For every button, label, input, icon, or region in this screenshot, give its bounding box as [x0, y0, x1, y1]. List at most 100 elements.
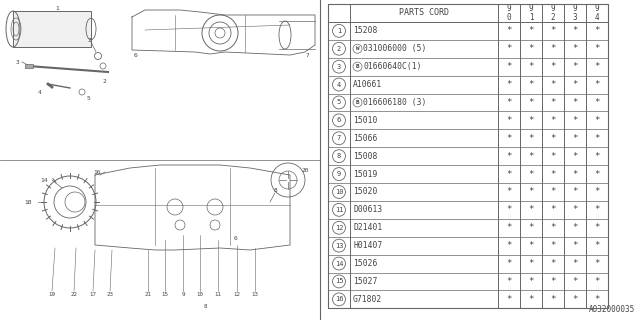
Text: *: * — [506, 152, 512, 161]
Text: 15066: 15066 — [353, 134, 378, 143]
Text: *: * — [506, 205, 512, 214]
Text: *: * — [528, 134, 534, 143]
Text: B: B — [356, 100, 359, 105]
Text: 01660640C(1): 01660640C(1) — [363, 62, 422, 71]
Text: 13: 13 — [252, 292, 259, 298]
Text: *: * — [550, 241, 556, 250]
Text: *: * — [572, 62, 578, 71]
Text: 9
1: 9 1 — [529, 4, 533, 22]
Text: *: * — [595, 295, 600, 304]
Text: *: * — [506, 44, 512, 53]
Text: *: * — [550, 152, 556, 161]
Text: 15010: 15010 — [353, 116, 378, 125]
Text: *: * — [595, 152, 600, 161]
Text: *: * — [506, 277, 512, 286]
Text: 3: 3 — [16, 60, 20, 65]
Text: 8: 8 — [337, 153, 341, 159]
Text: 10: 10 — [335, 189, 343, 195]
Text: *: * — [595, 44, 600, 53]
Text: 11: 11 — [214, 292, 221, 298]
Text: 9
4: 9 4 — [595, 4, 599, 22]
Text: *: * — [506, 188, 512, 196]
Text: *: * — [528, 241, 534, 250]
Text: *: * — [528, 277, 534, 286]
Text: *: * — [506, 170, 512, 179]
Text: *: * — [595, 62, 600, 71]
Text: *: * — [550, 26, 556, 35]
Text: *: * — [572, 259, 578, 268]
Text: *: * — [595, 80, 600, 89]
Text: *: * — [506, 26, 512, 35]
Text: *: * — [572, 223, 578, 232]
Text: 15026: 15026 — [353, 259, 378, 268]
Text: 031006000 (5): 031006000 (5) — [363, 44, 426, 53]
Text: *: * — [595, 98, 600, 107]
Text: *: * — [528, 80, 534, 89]
Text: *: * — [572, 241, 578, 250]
Text: 5: 5 — [86, 95, 90, 100]
Text: 4: 4 — [337, 82, 341, 88]
Text: 20: 20 — [301, 167, 308, 172]
Text: *: * — [595, 259, 600, 268]
Text: *: * — [550, 80, 556, 89]
Text: 4: 4 — [38, 90, 42, 94]
Text: *: * — [528, 295, 534, 304]
Text: *: * — [528, 62, 534, 71]
Text: 5: 5 — [337, 100, 341, 106]
Text: *: * — [506, 223, 512, 232]
Text: *: * — [595, 170, 600, 179]
Text: 14: 14 — [335, 260, 343, 267]
Text: *: * — [550, 259, 556, 268]
Text: 18: 18 — [24, 199, 32, 204]
Text: 7: 7 — [337, 135, 341, 141]
Text: *: * — [572, 295, 578, 304]
Text: 6: 6 — [233, 236, 237, 241]
Text: 15019: 15019 — [353, 170, 378, 179]
Text: *: * — [550, 134, 556, 143]
Text: *: * — [550, 295, 556, 304]
Text: *: * — [550, 62, 556, 71]
Text: 12: 12 — [234, 292, 241, 298]
Text: *: * — [572, 134, 578, 143]
Text: *: * — [550, 116, 556, 125]
Text: *: * — [550, 188, 556, 196]
Text: *: * — [550, 170, 556, 179]
Text: 11: 11 — [335, 207, 343, 213]
Text: 1: 1 — [337, 28, 341, 34]
Text: G71802: G71802 — [353, 295, 382, 304]
Text: *: * — [572, 152, 578, 161]
Text: 2: 2 — [102, 78, 106, 84]
Text: D00613: D00613 — [353, 205, 382, 214]
Text: *: * — [595, 188, 600, 196]
Text: *: * — [550, 98, 556, 107]
Text: *: * — [506, 259, 512, 268]
Text: *: * — [595, 277, 600, 286]
Text: *: * — [506, 295, 512, 304]
Text: 2: 2 — [337, 46, 341, 52]
Text: W: W — [356, 46, 359, 51]
Text: *: * — [572, 26, 578, 35]
Text: 2: 2 — [87, 37, 91, 43]
Text: 19: 19 — [49, 292, 56, 298]
Text: *: * — [572, 116, 578, 125]
Text: *: * — [595, 205, 600, 214]
Bar — [25, 64, 33, 68]
Text: *: * — [528, 188, 534, 196]
Text: 13: 13 — [335, 243, 343, 249]
Text: *: * — [572, 98, 578, 107]
Text: 8: 8 — [273, 188, 277, 193]
Text: B: B — [356, 64, 359, 69]
Text: *: * — [528, 170, 534, 179]
Text: 15: 15 — [161, 292, 168, 298]
Text: *: * — [506, 134, 512, 143]
Text: 7: 7 — [305, 52, 309, 58]
Text: 12: 12 — [335, 225, 343, 231]
Text: H01407: H01407 — [353, 241, 382, 250]
Text: *: * — [528, 205, 534, 214]
Text: *: * — [595, 116, 600, 125]
Text: 8: 8 — [204, 303, 207, 308]
Text: *: * — [572, 188, 578, 196]
Text: *: * — [506, 98, 512, 107]
Text: *: * — [528, 152, 534, 161]
Text: A032000035: A032000035 — [589, 305, 635, 314]
